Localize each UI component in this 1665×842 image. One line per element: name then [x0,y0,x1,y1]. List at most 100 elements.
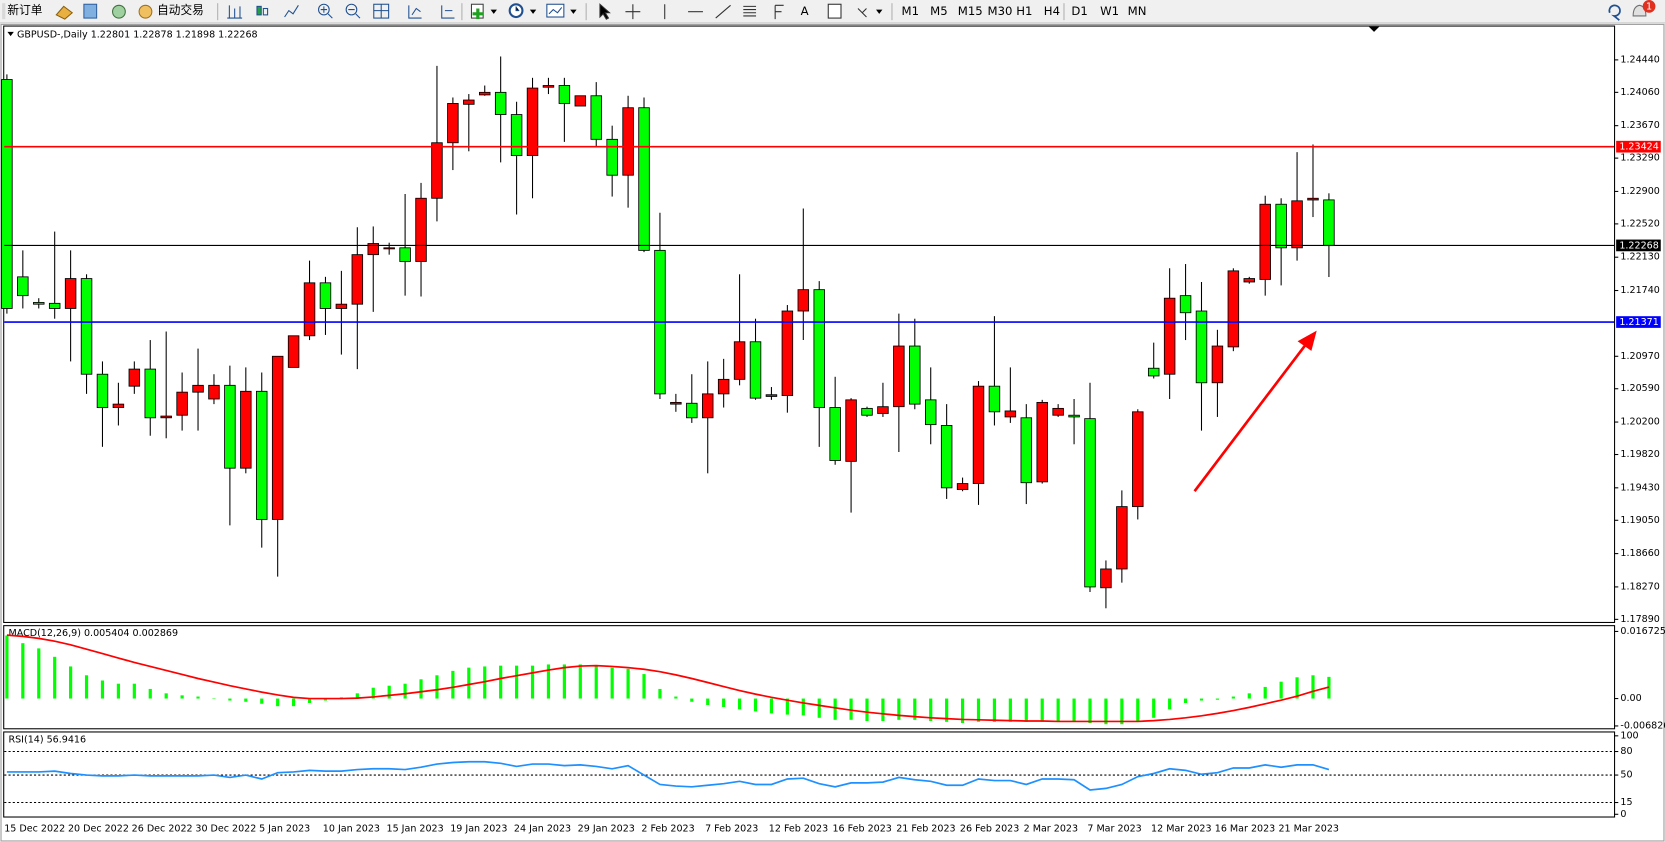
icon[interactable] [112,4,126,19]
histogram-bar [260,698,264,704]
histogram-bar [1008,698,1012,722]
histogram-bar [1136,698,1140,722]
icon[interactable] [55,5,74,20]
new-order-button[interactable]: 新订单 [7,3,42,17]
candle-body [1,79,13,309]
notification-badge[interactable] [1642,0,1656,13]
timeframe-button[interactable]: M15 [958,4,983,18]
x-tick-label: 2 Feb 2023 [641,824,694,835]
y-tick-label: 1.20200 [1620,417,1659,428]
candle-body [574,95,587,107]
y-tick-label: 1.19050 [1620,515,1659,526]
x-tick-label: 29 Jan 2023 [578,824,635,835]
histogram-bar [594,665,598,699]
candle-body [1323,199,1335,246]
x-tick-label: 20 Dec 2022 [68,824,129,835]
candle-body [33,302,45,305]
notifications-icon[interactable] [1632,4,1647,17]
candle-body [877,406,889,414]
search[interactable] [1608,4,1621,21]
y-tick-label: 100 [1620,730,1638,741]
timeframe-button[interactable]: M1 [902,4,919,18]
candle-body [1259,203,1271,280]
histogram-bar [642,674,646,699]
candle-body [64,278,77,309]
indicator-line [6,760,1330,791]
histogram-bar [1168,698,1172,710]
histogram-bar [992,698,997,722]
price-label: 1.22268 [1619,240,1658,251]
x-tick-label: 24 Jan 2023 [514,824,571,835]
candle-body [829,407,841,461]
auto-trading-button[interactable]: 自动交易 [157,3,204,17]
price-label-box [1616,239,1661,252]
histogram-bar [546,664,551,699]
y-tick-label: 1.18270 [1620,581,1659,592]
candle-body [590,95,602,140]
panel-title: MACD(12,26,9) 0.005404 0.002869 [8,628,178,639]
candle-body [192,384,204,393]
candle-body [144,368,156,419]
x-tick-label: 7 Feb 2023 [705,824,758,835]
notification-count: 1 [1646,1,1652,12]
candle-body [128,368,141,387]
indicator-icons[interactable] [470,3,577,20]
icon[interactable] [83,3,98,19]
x-tick-label: 15 Jan 2023 [387,824,444,835]
histogram-bar [1040,698,1044,722]
histogram-bar [164,693,168,699]
timeframe-button[interactable]: D1 [1071,4,1087,18]
histogram-bar [1199,698,1204,701]
histogram-bar [1311,675,1315,699]
histogram-bar [196,696,200,699]
timeframe-button[interactable]: H1 [1016,4,1032,18]
histogram-bar [212,698,216,700]
candle-body [256,390,268,520]
histogram-bar [530,665,535,699]
candle-body [431,142,443,199]
label-tool[interactable] [827,3,842,19]
histogram-bar [706,698,710,705]
grip [2,3,6,20]
histogram-bar [292,698,296,707]
histogram-bar [578,664,582,699]
candle-body [1195,310,1208,384]
candle-body [845,399,857,462]
candle-body [1227,270,1240,348]
symbol-menu-marker [7,31,14,37]
chart-type-icons[interactable] [227,3,455,19]
candle-body [112,403,125,408]
histogram-bar [100,680,105,699]
histogram-bar [849,698,853,720]
x-tick-label: 16 Feb 2023 [833,824,892,835]
x-tick-label: 26 Dec 2022 [132,824,193,835]
histogram-bar [865,698,869,722]
histogram-bar [833,698,837,720]
candle-body [1307,197,1319,201]
histogram-bar [690,698,694,702]
timeframe-button[interactable]: W1 [1100,4,1119,18]
candle-body [1132,411,1144,508]
drawing-tools[interactable] [599,3,784,20]
timeframe-button[interactable]: H4 [1044,4,1060,18]
histogram-bar [435,675,439,699]
timeframe-button[interactable]: M30 [988,4,1013,18]
histogram-bar [419,679,423,699]
timeframe-button[interactable]: M5 [930,4,947,18]
candle-body [813,289,825,408]
candle-body [208,384,220,400]
price-label: 1.21371 [1619,317,1658,328]
histogram-bar [228,698,232,701]
dropdown[interactable] [876,9,883,14]
histogram-bar [753,698,758,712]
histogram-bar [116,683,120,699]
arrow-tool[interactable] [857,8,867,18]
histogram-bar [451,670,455,699]
timeframe-button[interactable]: MN [1128,4,1147,18]
x-tick-label: 12 Feb 2023 [769,824,828,835]
text-tool[interactable]: A [801,4,809,18]
icon[interactable] [138,4,153,19]
histogram-bar [5,635,9,699]
chart-shift-marker [1368,26,1380,32]
candle-body [670,401,682,405]
